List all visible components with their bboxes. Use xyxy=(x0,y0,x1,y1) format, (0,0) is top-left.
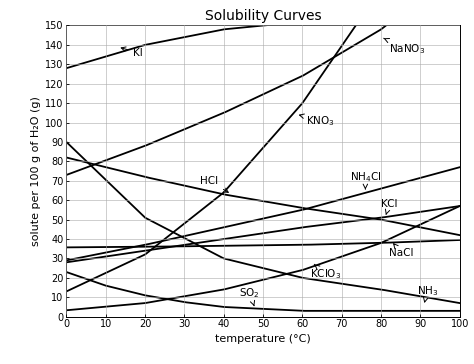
Text: HCl: HCl xyxy=(200,176,228,193)
Text: KCl: KCl xyxy=(381,199,398,214)
Text: NH$_3$: NH$_3$ xyxy=(417,285,438,302)
Text: KNO$_3$: KNO$_3$ xyxy=(300,114,335,127)
Y-axis label: solute per 100 g of H₂O (g): solute per 100 g of H₂O (g) xyxy=(31,96,41,246)
Text: SO$_2$: SO$_2$ xyxy=(239,286,260,306)
Text: KI: KI xyxy=(121,47,143,58)
Title: Solubility Curves: Solubility Curves xyxy=(205,9,321,23)
Text: NH$_4$Cl: NH$_4$Cl xyxy=(350,170,381,189)
Text: KClO$_3$: KClO$_3$ xyxy=(310,264,342,281)
Text: NaNO$_3$: NaNO$_3$ xyxy=(383,38,425,56)
X-axis label: temperature (°C): temperature (°C) xyxy=(215,334,311,344)
Text: NaCl: NaCl xyxy=(389,244,413,258)
